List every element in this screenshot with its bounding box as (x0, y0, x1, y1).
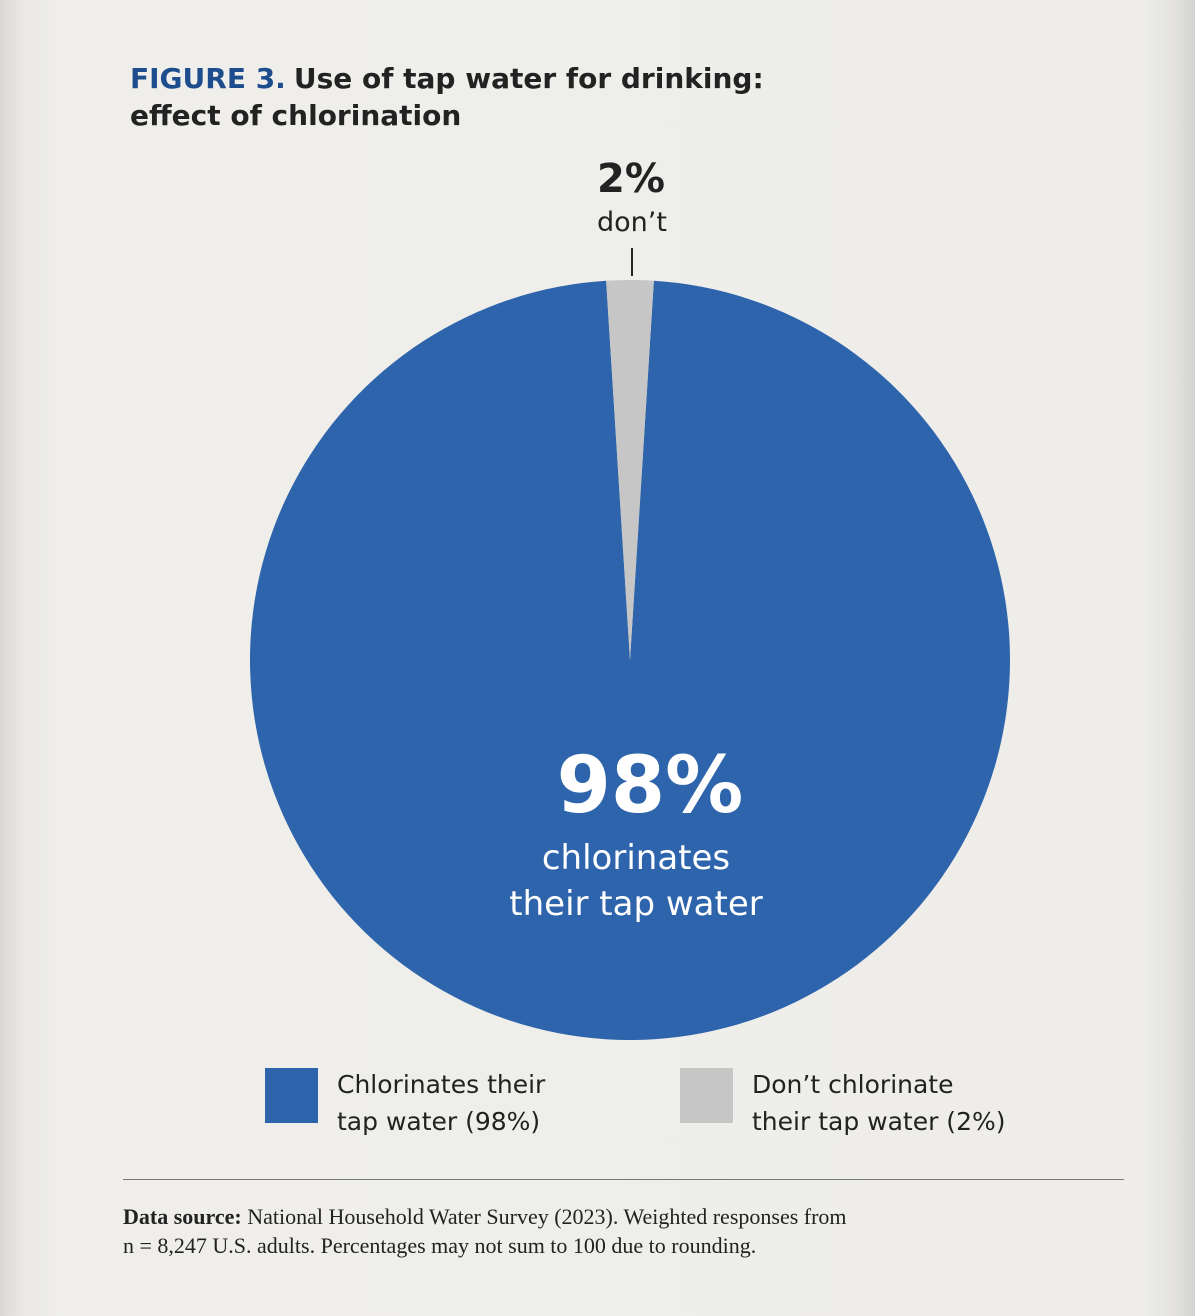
major-slice-text-line1: chlorinates (542, 838, 730, 878)
major-slice-text-line2: their tap water (509, 884, 762, 924)
legend: Chlorinates their tap water (98%) Don’t … (0, 1066, 1195, 1146)
legend-item-chlorinates: Chlorinates their tap water (98%) (265, 1066, 617, 1140)
data-source-line1: Data source: National Household Water Su… (123, 1202, 1003, 1231)
figure-title: FIGURE 3. Use of tap water for drinking: … (130, 60, 830, 134)
data-source-label: Data source: (123, 1204, 242, 1229)
legend-label-chlorinates: Chlorinates their tap water (98%) (337, 1066, 617, 1140)
data-source-line2: n = 8,247 U.S. adults. Percentages may n… (123, 1233, 757, 1258)
figure-title-text: Use of tap water for drinking: effect of… (130, 62, 764, 132)
legend-swatch-chlorinates (265, 1068, 318, 1123)
legend-swatch-dont-chlorinate (680, 1068, 733, 1123)
legend-label-line: their tap water (2%) (752, 1107, 1006, 1136)
major-slice-value-label: 98% (557, 741, 744, 831)
pie-slice-chlorinates (250, 280, 1010, 1040)
pie-slices (250, 280, 1010, 1040)
data-source-text: National Household Water Survey (2023). … (247, 1204, 847, 1229)
legend-label-line: tap water (98%) (337, 1107, 541, 1136)
data-source-note: Data source: National Household Water Su… (123, 1202, 1003, 1260)
legend-label-line: Don’t chlorinate (752, 1070, 954, 1099)
legend-label-dont-chlorinate: Don’t chlorinate their tap water (2%) (752, 1066, 1032, 1140)
figure-label: FIGURE 3. (130, 62, 286, 95)
footer-divider (123, 1179, 1124, 1180)
minor-slice-text-label: don’t (597, 207, 667, 238)
minor-slice-value-label: 2% (597, 156, 665, 202)
legend-label-line: Chlorinates their (337, 1070, 546, 1099)
pie-slice-dont-chlorinate (606, 280, 654, 660)
legend-item-dont-chlorinate: Don’t chlorinate their tap water (2%) (680, 1066, 1032, 1140)
